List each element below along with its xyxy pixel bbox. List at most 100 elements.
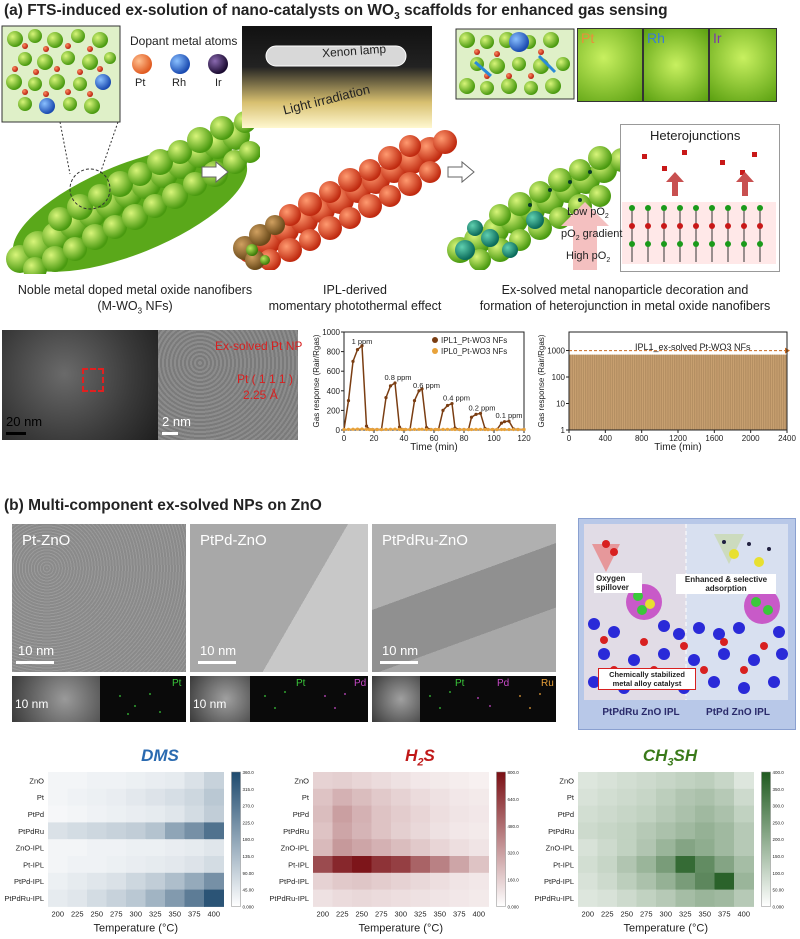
h2s-cell xyxy=(313,889,333,907)
chart1-annotation: 0.1 ppm xyxy=(495,411,522,420)
ch3sh-cell xyxy=(695,872,715,891)
ch3sh-colorbar-tick: 250.0 xyxy=(773,820,785,825)
dopant-atoms-icons xyxy=(132,54,228,74)
ch3sh-cell xyxy=(578,872,598,891)
chart1-ytick-label: 400 xyxy=(327,387,341,396)
chart1-ytick-label: 200 xyxy=(327,406,341,415)
dms-row-label: Pt-IPL xyxy=(23,860,44,869)
chart1-point xyxy=(367,427,372,432)
dms-cell xyxy=(165,822,185,840)
dms-cell xyxy=(106,788,127,807)
eds-pd-label-3: Pd xyxy=(497,678,510,689)
dms-xlabel: Temperature (°C) xyxy=(94,922,178,934)
eds-ru-label-3: Ru xyxy=(541,678,554,689)
chart1-xtick-label: 60 xyxy=(430,434,439,443)
caption-ipl: IPL-derived momentary photothermal effec… xyxy=(268,283,442,313)
h2s-cell xyxy=(449,772,470,790)
dopant-rh-label: Rh xyxy=(172,77,187,89)
eds-speckle-overlay xyxy=(119,691,541,715)
chart1-annotation: 0.2 ppm xyxy=(468,403,495,412)
xenon-lamp-box xyxy=(242,26,432,128)
scalebar-2 xyxy=(198,661,236,664)
section-b-title: (b) Multi-component ex-solved NPs on ZnO xyxy=(4,497,322,514)
eds-pt-zno-dark xyxy=(12,676,100,722)
chart1-legend-label: IPL1_Pt-WO3 NFs xyxy=(441,336,507,345)
h2s-colorbar-tick: 160.0 xyxy=(508,878,520,883)
h2s-col-label: 200 xyxy=(316,909,329,918)
dms-cell xyxy=(204,856,224,874)
h2s-cell xyxy=(352,872,372,891)
dms-cell xyxy=(204,788,224,807)
h2s-row-label: ZnO xyxy=(294,776,309,785)
ch3sh-cell xyxy=(578,788,598,807)
chart1-point xyxy=(375,427,379,432)
h2s-cell xyxy=(332,805,353,823)
dms-cell xyxy=(87,856,107,874)
chart1-ytick-label: 1000 xyxy=(322,328,340,337)
h2s-cell xyxy=(332,772,353,790)
ch3sh-cell xyxy=(656,856,676,874)
chart1-point xyxy=(436,427,441,432)
chart1-point xyxy=(420,427,424,431)
ch3sh-col-label: 250 xyxy=(620,909,633,918)
ch3sh-cell xyxy=(734,872,754,891)
chart1-point xyxy=(388,427,393,431)
h2s-cell xyxy=(449,805,470,823)
ch3sh-cell xyxy=(714,889,735,907)
dms-cell xyxy=(106,805,127,823)
chart2-xtick-label: 400 xyxy=(599,434,613,443)
chart1-point xyxy=(424,427,429,432)
ch3sh-cell xyxy=(597,805,618,823)
h2s-colorbar xyxy=(496,771,506,907)
scalebar-3 xyxy=(380,661,418,664)
dopant-legend-title: Dopant metal atoms xyxy=(130,34,238,48)
eds-pt-map xyxy=(100,676,186,722)
dms-cell xyxy=(106,839,127,857)
dms-row-label: PtPdRu xyxy=(18,827,44,836)
chart1-point xyxy=(388,384,393,388)
ch3sh-colorbar-tick: 200.0 xyxy=(773,837,785,842)
h2s-col-label: 400 xyxy=(472,909,485,918)
h2s-row-label: PtPdRu-IPL xyxy=(269,894,309,903)
stabilized-catalyst-label: Chemically stabilized metal alloy cataly… xyxy=(598,668,696,690)
h2s-cell xyxy=(391,856,411,874)
ch3sh-col-label: 400 xyxy=(737,909,750,918)
ch3sh-row-label: PtPdRu xyxy=(548,827,574,836)
chart1-point xyxy=(478,411,483,415)
dms-row-label: PtPd-IPL xyxy=(14,877,44,886)
dms-colorbar-tick: 135.0 xyxy=(243,854,255,859)
dms-cell xyxy=(126,822,146,840)
ch3sh-row-label: ZnO xyxy=(559,776,574,785)
dms-cell xyxy=(126,872,146,891)
eds-pt-label-1: Pt xyxy=(172,678,182,689)
ch3sh-col-label: 300 xyxy=(659,909,672,918)
h2s-cell xyxy=(410,772,431,790)
dms-cell xyxy=(145,822,166,840)
h2s-cell xyxy=(410,889,431,907)
h2s-cell xyxy=(449,856,470,874)
h2s-cell xyxy=(332,889,353,907)
chart1-point xyxy=(408,427,412,432)
dms-colorbar-tick: 90.00 xyxy=(243,871,255,876)
ch3sh-col-label: 375 xyxy=(718,909,731,918)
chart1-point xyxy=(445,427,450,431)
high-po2-label: High pO2 xyxy=(566,250,611,265)
dms-cell xyxy=(184,872,205,891)
ch3sh-row-label: Pt-IPL xyxy=(553,860,574,869)
heatmap-h2s-title: H2S xyxy=(405,746,435,769)
chart1-point xyxy=(412,399,417,403)
h2s-cell xyxy=(313,839,333,857)
ch3sh-colorbar-tick: 300.0 xyxy=(773,804,785,809)
chart1-point xyxy=(469,427,474,432)
h2s-row-label: ZnO-IPL xyxy=(281,844,309,853)
h2s-cell xyxy=(371,889,392,907)
h2s-col-label: 375 xyxy=(453,909,466,918)
chart1-point xyxy=(469,415,474,419)
dms-cell xyxy=(48,822,68,840)
ch3sh-cell xyxy=(734,889,754,907)
ch3sh-cell xyxy=(636,889,657,907)
h2s-colorbar-tick: 320.0 xyxy=(508,851,520,856)
dms-cell xyxy=(184,805,205,823)
ch3sh-cell xyxy=(636,772,657,790)
chart1-point xyxy=(433,427,438,432)
